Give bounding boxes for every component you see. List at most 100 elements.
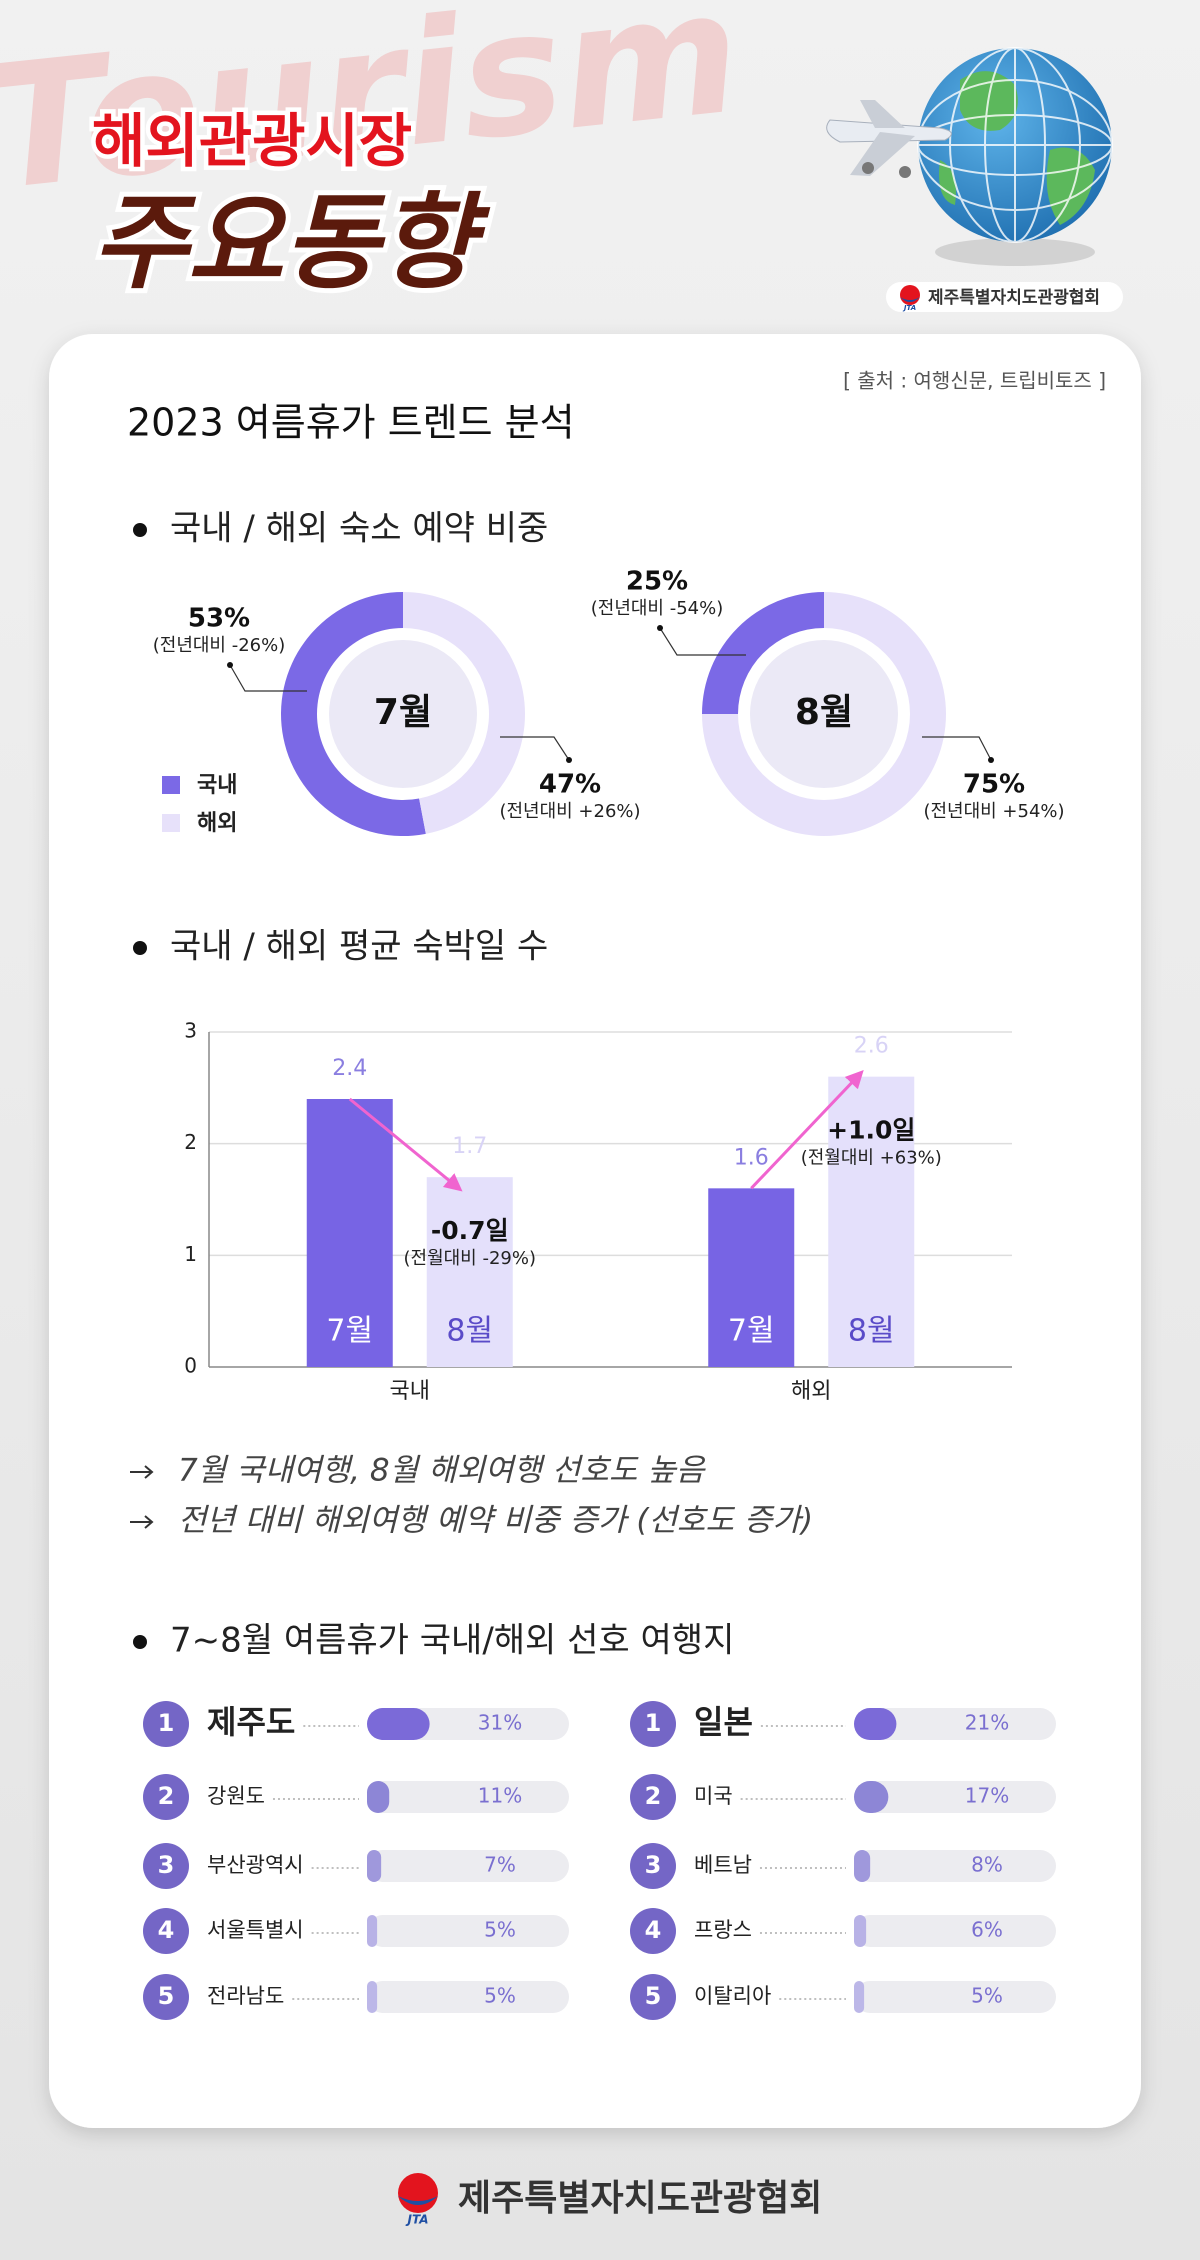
- donut-center: [750, 640, 898, 788]
- bar-track: [854, 1915, 1056, 1947]
- value-label: 53%: [188, 604, 250, 634]
- destination-name: 제주도: [207, 1703, 295, 1741]
- footer-org: 제주특별자치도관광협회: [458, 2178, 822, 2219]
- rank-number: 2: [645, 1782, 662, 1810]
- y-tick-label: 3: [184, 1019, 197, 1043]
- value-label: 8%: [971, 1853, 1003, 1877]
- legend-label: 국내: [197, 773, 237, 798]
- x-tick-label: 해외: [791, 1379, 831, 1404]
- rank-badge: [143, 1774, 189, 1820]
- bar: [367, 1915, 378, 1947]
- change-label: (전년대비 -54%): [591, 598, 724, 619]
- value-label: 2.4: [332, 1056, 367, 1081]
- bar: [854, 1981, 865, 2013]
- bullet: [133, 941, 147, 955]
- logo-text: JTA: [902, 304, 916, 312]
- value-label: 6%: [971, 1918, 1003, 1942]
- leader-dot: [566, 757, 572, 763]
- rank-number: 2: [158, 1782, 175, 1810]
- bullet: [133, 1635, 147, 1649]
- legend-label: 해외: [197, 811, 237, 836]
- donut-slice: [280, 592, 426, 836]
- bar-track: [854, 1781, 1056, 1813]
- series-label: 8월: [848, 1314, 895, 1349]
- rank-badge: [630, 1774, 676, 1820]
- bar: [367, 1708, 430, 1740]
- value-label: 17%: [965, 1784, 1009, 1808]
- value-label: 31%: [478, 1711, 522, 1735]
- donut-slice: [702, 592, 946, 836]
- rank-number: 5: [645, 1982, 662, 2010]
- y-tick-label: 1: [184, 1242, 197, 1266]
- series-label: 8월: [446, 1314, 493, 1349]
- globe-illustration: [826, 47, 1113, 266]
- bar-track: [854, 1981, 1056, 2013]
- value-label: 7%: [484, 1853, 516, 1877]
- value-label: 5%: [971, 1984, 1003, 2008]
- rank-number: 1: [645, 1709, 662, 1737]
- destination-name: 이탈리아: [694, 1984, 771, 2008]
- rank-badge: [630, 1843, 676, 1889]
- trend-arrow: [750, 1070, 864, 1190]
- series-label: 7월: [728, 1314, 775, 1349]
- donut-center: [329, 640, 477, 788]
- rank-badge: [143, 1701, 189, 1747]
- bullet: [133, 523, 147, 537]
- x-tick-label: 국내: [390, 1379, 430, 1404]
- annotation-label: +1.0일: [827, 1116, 915, 1145]
- value-label: 21%: [965, 1711, 1009, 1735]
- leader-line: [500, 736, 570, 761]
- rank-number: 4: [158, 1916, 175, 1944]
- series-label: 7월: [326, 1314, 373, 1349]
- value-label: 5%: [484, 1984, 516, 2008]
- section-heading: 국내 / 해외 숙소 예약 비중: [170, 509, 548, 549]
- annotation-note: (전월대비 -29%): [403, 1248, 536, 1269]
- annotation-note: (전월대비 +63%): [801, 1148, 942, 1169]
- y-tick-label: 0: [184, 1354, 197, 1378]
- value-label: 47%: [539, 770, 601, 800]
- value-label: 5%: [484, 1918, 516, 1942]
- destination-name: 서울특별시: [207, 1918, 304, 1942]
- logo-text: JTA: [405, 2213, 428, 2227]
- rank-number: 3: [158, 1851, 175, 1879]
- leader-dot: [657, 625, 663, 631]
- value-label: 75%: [963, 770, 1025, 800]
- destination-name: 프랑스: [694, 1918, 752, 1942]
- rank-number: 5: [158, 1982, 175, 2010]
- destination-name: 베트남: [694, 1853, 752, 1877]
- leader-line: [659, 627, 746, 656]
- source: [ 출처 : 여행신문, 트립비토즈 ]: [843, 369, 1106, 393]
- center-label: 7월: [374, 692, 432, 733]
- bar-track: [367, 1981, 569, 2013]
- section-heading: 7~8월 여름휴가 국내/해외 선호 여행지: [170, 1621, 734, 1661]
- destination-name: 미국: [694, 1784, 733, 1808]
- rank-number: 1: [158, 1709, 175, 1737]
- notes: [130, 1465, 154, 1529]
- y-tick-label: 2: [184, 1130, 197, 1154]
- change-label: (전년대비 +26%): [499, 801, 640, 822]
- bar: [854, 1915, 867, 1947]
- bar: [426, 1177, 513, 1367]
- center-label: 8월: [795, 692, 853, 733]
- org-name: 제주특별자치도관광협회: [928, 287, 1100, 308]
- value-label: 25%: [626, 567, 688, 597]
- value-label: 11%: [478, 1784, 522, 1808]
- rank-badge: [143, 1908, 189, 1954]
- destination-name: 전라남도: [207, 1984, 284, 2008]
- value-label: 1.7: [452, 1134, 487, 1159]
- legend-swatch: [162, 776, 180, 794]
- section-heading: 국내 / 해외 평균 숙박일 수: [170, 927, 548, 967]
- bar-track: [367, 1915, 569, 1947]
- bar: [367, 1781, 390, 1813]
- bar: [367, 1981, 378, 2013]
- leader-line: [229, 664, 307, 692]
- bar-track: [367, 1781, 569, 1813]
- footer-logo: JTA: [398, 2173, 438, 2227]
- rank-badge: [630, 1701, 676, 1747]
- bar: [306, 1099, 393, 1367]
- title-line2: 주요동향: [92, 181, 491, 303]
- org-badge: JTA 제주특별자치도관광협회: [886, 282, 1123, 312]
- donut-slice: [702, 592, 824, 714]
